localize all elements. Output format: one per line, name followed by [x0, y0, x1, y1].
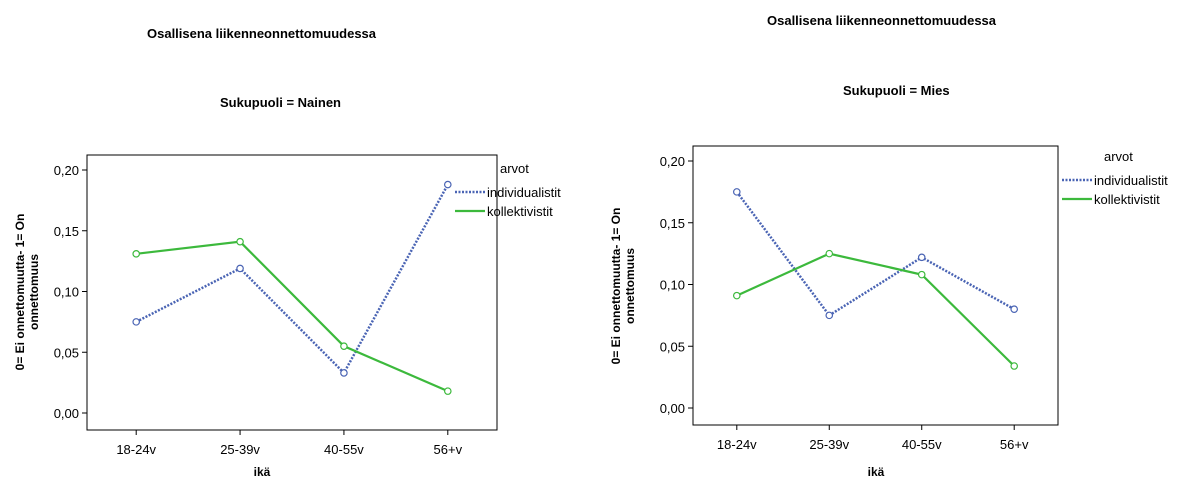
y-tick-label: 0,20 — [660, 154, 685, 169]
y-tick-label: 0,05 — [54, 345, 79, 360]
line-chart-mies: 0= Ei onnettomuutta- 1= On onnettomuus i… — [609, 145, 1168, 479]
y-tick-label: 0,10 — [660, 278, 685, 293]
y-tick-label: 0,00 — [660, 401, 685, 416]
data-point-kollektivistit — [733, 291, 741, 300]
data-point-kollektivistit — [340, 342, 348, 350]
chart-subtitle: Sukupuoli = Mies — [843, 83, 950, 98]
data-point-kollektivistit — [236, 237, 244, 246]
data-point-individualistit — [443, 180, 452, 189]
data-point-individualistit — [1010, 305, 1019, 314]
y-tick-label: 0,15 — [54, 224, 79, 239]
y-axis-title-line1: 0= Ei onnettomuutta- 1= On — [609, 208, 623, 365]
series-line-individualistit — [735, 191, 1015, 318]
y-tick-label: 0,20 — [54, 163, 79, 178]
x-tick-label: 56+v — [1000, 437, 1029, 452]
chart-title: Osallisena liikenneonnettomuudessa — [767, 13, 997, 28]
x-axis-title: ikä — [868, 465, 885, 479]
data-point-individualistit — [132, 318, 141, 326]
chart-panel-mies: Osallisena liikenneonnettomuudessa Sukup… — [592, 0, 1184, 480]
chart-panel-nainen: Osallisena liikenneonnettomuudessa Sukup… — [13, 26, 561, 479]
chart-title: Osallisena liikenneonnettomuudessa — [147, 26, 377, 41]
x-tick-label: 56+v — [434, 442, 463, 457]
data-point-kollektivistit — [825, 249, 834, 258]
series-line-kollektivistit — [136, 240, 449, 393]
y-axis-title: 0= Ei onnettomuutta- 1= On onnettomuus — [13, 214, 41, 371]
x-tick-label: 18-24v — [116, 442, 156, 457]
data-point-individualistit — [340, 369, 348, 377]
plot-frame — [692, 145, 1059, 426]
legend-title: arvot — [1104, 149, 1133, 164]
y-axis-title: 0= Ei onnettomuutta- 1= On onnettomuus — [609, 208, 637, 365]
data-point-kollektivistit — [443, 387, 452, 395]
data-point-individualistit — [917, 253, 926, 262]
y-tick-label: 0,05 — [660, 339, 685, 354]
legend-label-kollektivistit: kollektivistit — [487, 204, 553, 219]
chart-subtitle: Sukupuoli = Nainen — [220, 95, 341, 110]
series-line-individualistit — [135, 183, 449, 375]
data-point-kollektivistit — [917, 270, 926, 279]
series-line-kollektivistit — [736, 252, 1015, 367]
y-tick-label: 0,00 — [54, 406, 79, 421]
data-point-individualistit — [825, 311, 834, 320]
x-tick-label: 25-39v — [809, 437, 849, 452]
x-axis-title: ikä — [254, 465, 271, 479]
y-axis-title-line2: onnettomuus — [27, 254, 41, 330]
legend-label-kollektivistit: kollektivistit — [1094, 192, 1160, 207]
data-point-individualistit — [236, 264, 244, 273]
x-tick-label: 40-55v — [902, 437, 942, 452]
x-tick-label: 18-24v — [717, 437, 757, 452]
legend-label-individualistit: individualistit — [1094, 173, 1168, 188]
data-point-kollektivistit — [132, 250, 141, 258]
line-chart-nainen: 0= Ei onnettomuutta- 1= On onnettomuus i… — [13, 154, 561, 479]
x-tick-label: 25-39v — [220, 442, 260, 457]
data-point-individualistit — [733, 188, 741, 196]
x-tick-label: 40-55v — [324, 442, 364, 457]
y-axis-title-line1: 0= Ei onnettomuutta- 1= On — [13, 214, 27, 371]
y-tick-label: 0,15 — [660, 216, 685, 231]
y-axis-title-line2: onnettomuus — [623, 248, 637, 324]
y-tick-label: 0,10 — [54, 285, 79, 300]
data-point-kollektivistit — [1010, 362, 1019, 370]
legend-label-individualistit: individualistit — [487, 185, 561, 200]
legend-title: arvot — [500, 161, 529, 176]
